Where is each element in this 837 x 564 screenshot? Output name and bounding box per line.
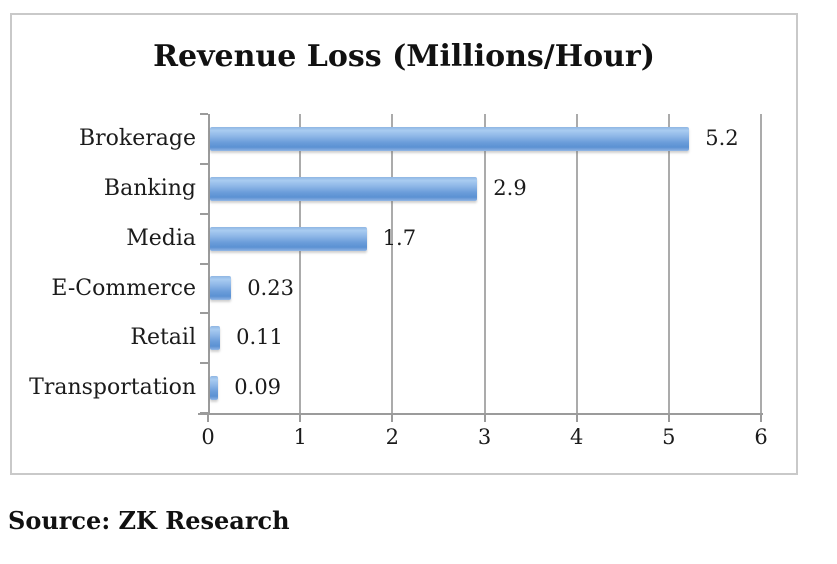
- chart-frame: Revenue Loss (Millions/Hour) Brokerage Ba…: [10, 13, 798, 475]
- x-axis-tick: [483, 413, 486, 422]
- bar-value-label: 0.11: [236, 325, 283, 350]
- x-axis-labels: 0 1 2 3 4 5 6: [201, 425, 767, 457]
- gridline: [483, 114, 486, 413]
- category-label: E-Commerce: [51, 275, 196, 301]
- bar-value-label: 1.7: [382, 225, 417, 250]
- y-axis-tick: [200, 412, 208, 414]
- x-tick-label: 1: [293, 425, 307, 449]
- bar-value-label: 5.2: [705, 126, 739, 150]
- y-axis-tick: [200, 362, 208, 364]
- bar-value-label: 0.23: [247, 275, 294, 300]
- bar: [210, 376, 219, 401]
- y-axis-line: [208, 114, 210, 413]
- gridline: [391, 114, 394, 413]
- plot-area: 5.2 2.9 1.7 0.23 0.11 0.09: [198, 113, 763, 422]
- y-axis-tick: [200, 113, 208, 115]
- bar: [210, 126, 690, 151]
- x-tick-label: 6: [754, 425, 768, 449]
- category-label: Retail: [130, 325, 196, 351]
- bar: [210, 326, 221, 351]
- bar: [210, 226, 367, 251]
- y-axis-tick: [200, 163, 208, 165]
- x-axis-tick: [391, 413, 394, 422]
- bar: [210, 276, 232, 301]
- bar: [210, 176, 478, 201]
- gridline: [299, 114, 302, 413]
- gridline: [760, 114, 762, 413]
- category-label: Transportation: [29, 375, 196, 401]
- chart-title: Revenue Loss (Millions/Hour): [153, 39, 655, 74]
- source-note: Source: ZK Research: [8, 506, 290, 535]
- x-tick-label: 5: [662, 425, 676, 449]
- y-axis-tick: [200, 213, 208, 215]
- category-label: Brokerage: [78, 126, 196, 151]
- x-tick-label: 0: [201, 425, 215, 449]
- x-axis-line: [198, 413, 763, 415]
- bar-value-label: 2.9: [493, 175, 527, 200]
- x-axis-tick: [575, 413, 578, 422]
- category-label: Banking: [103, 175, 196, 201]
- y-axis-tick: [200, 263, 208, 265]
- x-tick-label: 2: [385, 425, 400, 449]
- category-axis: Brokerage Banking Media E-Commerce Retail Tra…: [12, 114, 196, 413]
- x-axis-tick: [207, 413, 209, 422]
- x-tick-label: 4: [569, 425, 584, 449]
- y-axis-tick: [200, 312, 208, 314]
- gridline: [667, 114, 670, 413]
- gridline: [575, 114, 578, 413]
- x-axis-tick: [299, 413, 302, 422]
- x-axis-tick: [667, 413, 670, 422]
- x-axis-tick: [760, 413, 762, 422]
- x-tick-label: 3: [477, 425, 492, 449]
- bar-value-label: 0.09: [234, 375, 282, 400]
- category-label: Media: [126, 225, 196, 251]
